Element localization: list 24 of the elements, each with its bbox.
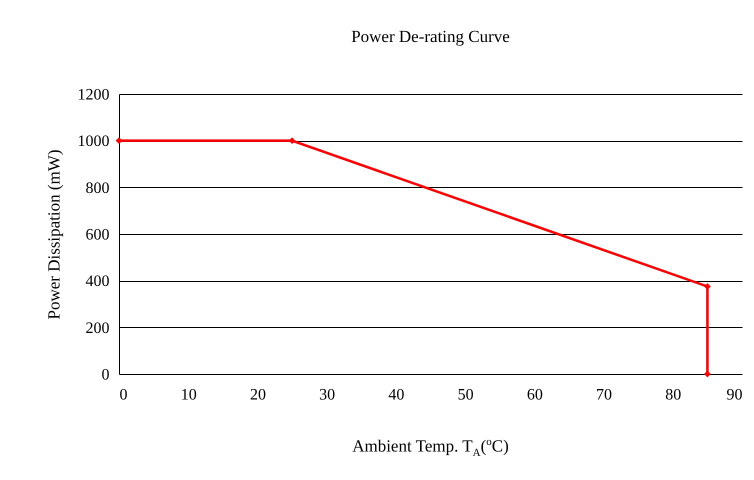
x-axis-title: Ambient Temp. T$_{A}$($^{o}$C) bbox=[351, 436, 510, 460]
y-tick-label: 0 bbox=[102, 366, 110, 384]
y-tick-label: 200 bbox=[86, 320, 110, 337]
x-tick-label: 30 bbox=[319, 386, 336, 404]
y-tick-label: 800 bbox=[86, 180, 110, 197]
x-tick-label: 70 bbox=[596, 386, 612, 404]
y-tick-label: 400 bbox=[86, 273, 110, 290]
y-tick-label: 1200 bbox=[78, 86, 110, 104]
chart-title: Power De-rating Curve bbox=[351, 27, 510, 46]
x-tick-label: 80 bbox=[665, 386, 682, 404]
point bbox=[116, 137, 122, 144]
point bbox=[288, 137, 296, 144]
x-tick-label: 0 bbox=[120, 386, 128, 404]
x-tick-label: 40 bbox=[388, 386, 404, 404]
point bbox=[704, 370, 711, 378]
x-tick-label: 20 bbox=[250, 386, 266, 404]
x-tick-label: 10 bbox=[180, 386, 197, 404]
y-axis-title: Power Dissipation (mW) bbox=[44, 150, 64, 320]
x-tick-label: 60 bbox=[526, 386, 543, 404]
y-tick-label: 600 bbox=[86, 226, 110, 244]
y-tick-label: 1000 bbox=[78, 133, 110, 150]
x-tick-label: 90 bbox=[726, 386, 742, 404]
point bbox=[704, 283, 711, 290]
x-tick-label: 50 bbox=[458, 386, 474, 404]
